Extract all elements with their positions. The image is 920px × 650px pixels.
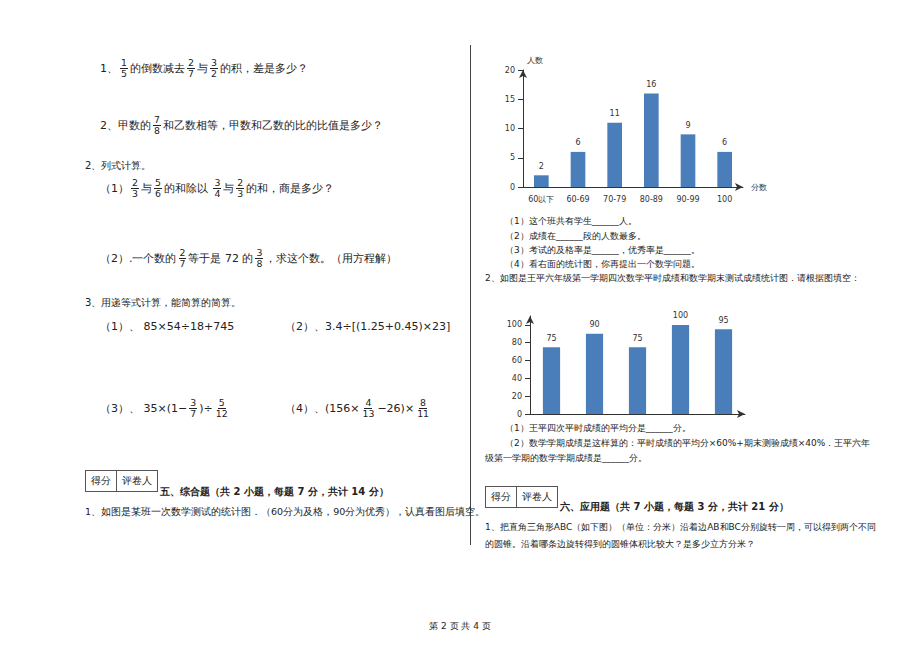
svg-text:80-89: 80-89 xyxy=(640,195,663,204)
html-text:（4）看右面的统计图，你再提出一个数学问题。: （4）看右面的统计图，你再提出一个数学问题。 xyxy=(505,259,700,269)
html-text:（1）、 85×54÷18+745: （1）、 85×54÷18+745 xyxy=(100,320,235,333)
html-text:7 )÷: 7 )÷ xyxy=(190,401,213,420)
html-text:（2）.一个数的 2: （2）.一个数的 2 xyxy=(100,247,186,265)
html-text:1、如图是某班一次数学测试的统计图．（60分为及格，90分为: 1、如图是某班一次数学测试的统计图．（60分为及格，90分为优秀），认真看图后填… xyxy=(85,506,486,517)
svg-text:75: 75 xyxy=(632,334,642,343)
svg-text:60以下: 60以下 xyxy=(528,195,554,204)
html-text:5 的倒数减去 2: 5 的倒数减去 2 xyxy=(121,57,194,80)
html-text:（2）、3.4÷[(1.25+0.45)×23]: （2）、3.4÷[(1.25+0.45)×23] xyxy=(285,320,451,333)
html-text:8 和乙数相等，甲数和乙数的比的比值是多少？: 8 和乙数相等，甲数和乙数的比的比值是多少？ xyxy=(154,118,383,137)
html-text:7 与 3: 7 与 3 xyxy=(188,57,217,80)
html-text:7 等于是 72 的 3: 7 等于是 72 的 3 xyxy=(179,247,263,270)
svg-text:90-99: 90-99 xyxy=(676,195,699,204)
html-text:2 的积，差是多少？: 2 的积，差是多少？ xyxy=(210,61,308,80)
svg-text:60-69: 60-69 xyxy=(566,195,589,204)
html-text:2、如图是王平六年级第一学期四次数学平时成绩和数学期末测试成: 2、如图是王平六年级第一学期四次数学平时成绩和数学期末测试成绩统计图．请根据图填… xyxy=(485,273,860,283)
html-text:五、综合题（共 2 小题，每题 7 分，共计 14 分）: 五、综合题（共 2 小题，每题 7 分，共计 14 分） xyxy=(160,486,389,497)
html-text:13 −26)×: 13 −26)× xyxy=(362,401,415,420)
html-text:（3）、 35×(1− 3: （3）、 35×(1− 3 xyxy=(100,397,197,415)
html-text:3 的和，商是多少？: 3 的和，商是多少？ xyxy=(237,181,335,200)
svg-text:10: 10 xyxy=(505,124,515,133)
svg-text:20: 20 xyxy=(505,66,515,75)
html-text:第 2 页 共 4 页: 第 2 页 共 4 页 xyxy=(429,621,491,631)
svg-text:100: 100 xyxy=(507,320,522,329)
svg-text:0: 0 xyxy=(517,410,522,419)
html-text:5: 5 xyxy=(218,397,225,408)
svg-text:90: 90 xyxy=(589,320,599,329)
html-text:（1） 2: （1） 2 xyxy=(100,177,138,195)
html-text:评卷人: 评卷人 xyxy=(122,475,152,486)
svg-text:75: 75 xyxy=(546,334,556,343)
svg-text:11: 11 xyxy=(610,109,620,118)
html-text:（2）成绩在______段的人数最多。: （2）成绩在______段的人数最多。 xyxy=(505,231,646,241)
html-text:得分: 得分 xyxy=(91,475,111,486)
html-text:级第一学期的数学学期成绩是______分。: 级第一学期的数学学期成绩是______分。 xyxy=(485,453,647,463)
svg-text:70-79: 70-79 xyxy=(603,195,626,204)
html-text:2、列式计算。: 2、列式计算。 xyxy=(85,160,152,171)
html-text:4: 4 xyxy=(365,397,372,408)
svg-text:20: 20 xyxy=(512,392,522,401)
html-text:8 ，求这个数。（用方程解）: 8 ，求这个数。（用方程解） xyxy=(256,251,398,270)
html-text:2、甲数的 7: 2、甲数的 7 xyxy=(100,114,160,132)
svg-text:95: 95 xyxy=(718,316,728,325)
html-text:（1）王平四次平时成绩的平均分是______分。: （1）王平四次平时成绩的平均分是______分。 xyxy=(505,423,691,433)
html-text:评卷人: 评卷人 xyxy=(522,491,552,502)
svg-text:100: 100 xyxy=(717,195,732,204)
svg-text:60: 60 xyxy=(512,356,522,365)
svg-text:100: 100 xyxy=(673,311,688,320)
svg-text:人数: 人数 xyxy=(527,56,543,65)
html-text:六、应用题（共 7 小题，每题 3 分，共计 21 分）: 六、应用题（共 7 小题，每题 3 分，共计 21 分） xyxy=(560,501,789,512)
html-text:11: 11 xyxy=(417,408,429,420)
html-text:4 与 2: 4 与 2 xyxy=(214,177,244,200)
html-text:1、把直角三角形ABC（如下图）（单位：分米）沿着边AB和B: 1、把直角三角形ABC（如下图）（单位：分米）沿着边AB和BC分别旋转一周，可以… xyxy=(485,522,876,532)
svg-text:5: 5 xyxy=(510,153,515,162)
html-text:3、用递等式计算，能简算的简算。: 3、用递等式计算，能简算的简算。 xyxy=(85,297,242,308)
svg-text:6: 6 xyxy=(575,138,580,147)
svg-text:16: 16 xyxy=(646,80,656,89)
html-text:得分: 得分 xyxy=(491,491,511,502)
svg-text:分数: 分数 xyxy=(751,183,767,192)
html-text:8: 8 xyxy=(420,397,427,408)
svg-text:0: 0 xyxy=(510,183,515,192)
svg-text:80: 80 xyxy=(512,338,522,347)
html-text:（3）考试的及格率是______，优秀率是______。: （3）考试的及格率是______，优秀率是______。 xyxy=(505,245,700,255)
html-text:12: 12 xyxy=(215,408,228,420)
html-text:（2）数学学期成绩是这样算的：平时成绩的平均分×60%+期末: （2）数学学期成绩是这样算的：平时成绩的平均分×60%+期末测验成绩×40%．王… xyxy=(505,438,871,448)
svg-text:9: 9 xyxy=(685,121,690,130)
html-text:3 与 5: 3 与 5 xyxy=(132,177,161,200)
svg-text:6: 6 xyxy=(722,138,727,147)
svg-text:15: 15 xyxy=(505,95,515,104)
html-text:（4）、(156×: （4）、(156× xyxy=(285,401,360,415)
html-text:的圆锥。沿着哪条边旋转得到的圆锥体积比较大？是多少立方分米？: 的圆锥。沿着哪条边旋转得到的圆锥体积比较大？是多少立方分米？ xyxy=(485,539,755,549)
html-text:（1）这个班共有学生______人。: （1）这个班共有学生______人。 xyxy=(505,216,637,226)
html-text:1、 1: 1、 1 xyxy=(100,57,127,75)
html-text:6 的和除以 3: 6 的和除以 3 xyxy=(155,177,221,200)
svg-text:2: 2 xyxy=(539,162,544,171)
svg-text:40: 40 xyxy=(512,374,522,383)
